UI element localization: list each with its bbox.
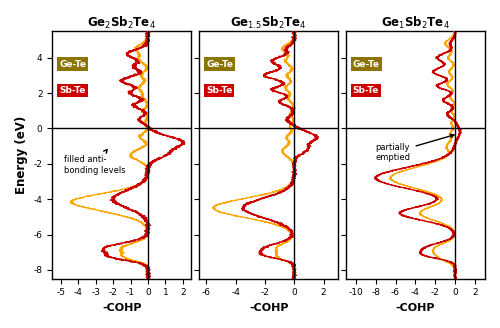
Title: Ge$_1$Sb$_2$Te$_4$: Ge$_1$Sb$_2$Te$_4$ bbox=[381, 15, 450, 31]
Title: Ge$_2$Sb$_2$Te$_4$: Ge$_2$Sb$_2$Te$_4$ bbox=[88, 15, 156, 31]
Text: partially
emptied: partially emptied bbox=[376, 134, 454, 162]
Text: Ge-Te: Ge-Te bbox=[206, 59, 233, 69]
Title: Ge$_{1.5}$Sb$_2$Te$_4$: Ge$_{1.5}$Sb$_2$Te$_4$ bbox=[230, 15, 307, 31]
X-axis label: -COHP: -COHP bbox=[249, 303, 288, 313]
Text: Ge-Te: Ge-Te bbox=[353, 59, 380, 69]
X-axis label: -COHP: -COHP bbox=[396, 303, 435, 313]
Text: Ge-Te: Ge-Te bbox=[59, 59, 86, 69]
X-axis label: -COHP: -COHP bbox=[102, 303, 142, 313]
Text: filled anti-
bonding levels: filled anti- bonding levels bbox=[64, 150, 126, 174]
Text: Sb-Te: Sb-Te bbox=[353, 86, 379, 95]
Text: Sb-Te: Sb-Te bbox=[206, 86, 233, 95]
Y-axis label: Energy (eV): Energy (eV) bbox=[15, 116, 28, 194]
Text: Sb-Te: Sb-Te bbox=[59, 86, 86, 95]
